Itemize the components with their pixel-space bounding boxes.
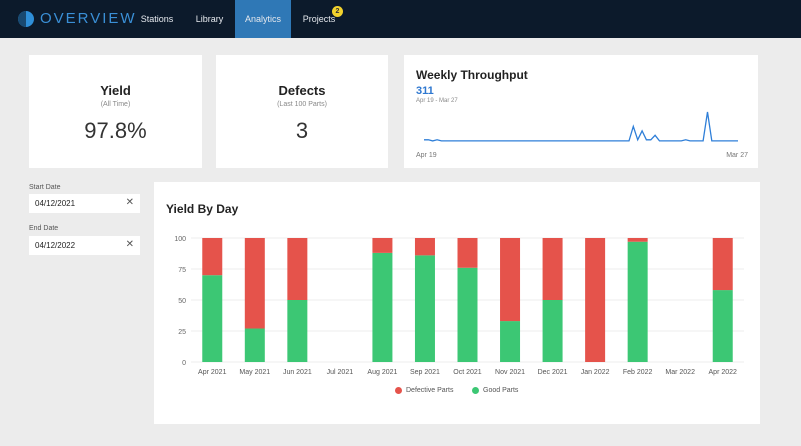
x-tick-label: Dec 2021: [538, 369, 568, 376]
app-logo[interactable]: OVERVIEW: [18, 10, 137, 27]
start-date-value[interactable]: 04/12/2021: [35, 199, 76, 208]
x-tick-label: Apr 2022: [709, 369, 738, 376]
throughput-line: [424, 111, 738, 142]
yield-by-day-card: Yield By Day 0 25 50 75 100 Apr 2021 May 2021 J…: [154, 182, 760, 424]
throughput-sparkline: [424, 111, 738, 142]
legend-good-dot: [472, 387, 479, 394]
x-tick-label: Apr 2021: [198, 369, 227, 376]
clear-start-date-icon[interactable]: ✕: [125, 197, 134, 208]
x-tick-label: Oct 2021: [453, 369, 482, 376]
nav-analytics[interactable]: Analytics: [235, 0, 291, 38]
bar-defective-parts: [457, 238, 478, 268]
defects-card: Defects (Last 100 Parts) 3: [216, 55, 388, 168]
end-date-label: End Date: [29, 225, 59, 232]
legend-good-label: Good Parts: [483, 387, 519, 394]
yield-bar-chart: 0 25 50 75 100 Apr 2021 May 2021 Jun 2021 Jul 20…: [174, 236, 744, 376]
legend-good[interactable]: Good Parts: [472, 387, 518, 394]
top-navigation-bar: OVERVIEW Stations Library Analytics Proj…: [0, 0, 801, 38]
bar-good-parts: [414, 255, 435, 362]
yield-title: Yield: [100, 83, 131, 98]
start-date-field[interactable]: 04/12/2021 ✕: [29, 194, 140, 213]
throughput-title: Weekly Throughput: [416, 68, 528, 82]
yield-card: Yield (All Time) 97.8%: [29, 55, 202, 168]
x-tick-label: Feb 2022: [623, 369, 653, 376]
bar-defective-parts: [627, 238, 648, 242]
throughput-total: 311: [416, 85, 434, 97]
bar-good-parts: [372, 252, 393, 362]
x-tick-label: Aug 2021: [367, 369, 397, 376]
x-tick-label: Jan 2022: [581, 369, 610, 376]
defects-value: 3: [295, 118, 309, 143]
bar-defective-parts: [712, 238, 733, 291]
legend-defective-label: Defective Parts: [406, 387, 454, 394]
y-tick-label: 75: [178, 267, 186, 274]
clear-end-date-icon[interactable]: ✕: [125, 239, 134, 250]
defects-subtitle: (Last 100 Parts): [277, 101, 327, 108]
bar-good-parts: [202, 275, 223, 362]
weekly-throughput-card: Weekly Throughput 311 Apr 19 - Mar 27 Ap…: [404, 55, 758, 168]
x-tick-label: Jun 2021: [283, 369, 312, 376]
bar-defective-parts: [500, 238, 521, 322]
bar-defective-parts: [542, 238, 563, 300]
throughput-x-start: Apr 19: [416, 152, 437, 159]
legend-defective-dot: [395, 387, 402, 394]
bar-good-parts: [627, 241, 648, 362]
end-date-field[interactable]: 04/12/2022 ✕: [29, 236, 140, 255]
yield-value: 97.8%: [84, 118, 147, 143]
x-tick-label: Mar 2022: [665, 369, 695, 376]
x-tick-label: May 2021: [239, 369, 270, 376]
bar-defective-parts: [202, 238, 223, 276]
y-tick-label: 25: [178, 329, 186, 336]
projects-badge: 2: [332, 6, 343, 17]
bar-good-parts: [500, 321, 521, 362]
bar-good-parts: [287, 300, 308, 362]
legend-defective[interactable]: Defective Parts: [395, 387, 453, 394]
y-tick-label: 50: [178, 298, 186, 305]
x-tick-label: Sep 2021: [410, 369, 440, 376]
bar-good-parts: [542, 300, 563, 362]
bar-defective-parts: [372, 238, 393, 253]
bar-defective-parts: [244, 238, 265, 329]
bar-good-parts: [457, 267, 478, 362]
bar-good-parts: [712, 290, 733, 362]
y-tick-label: 100: [174, 236, 186, 243]
x-tick-label: Nov 2021: [495, 369, 525, 376]
nav-stations[interactable]: Stations: [140, 14, 174, 24]
end-date-value[interactable]: 04/12/2022: [35, 241, 76, 250]
nav-projects[interactable]: Projects: [302, 14, 336, 24]
nav-library[interactable]: Library: [195, 14, 224, 24]
x-tick-label: Jul 2021: [327, 369, 354, 376]
chart-title: Yield By Day: [166, 202, 239, 216]
y-tick-label: 0: [182, 360, 186, 367]
throughput-range: Apr 19 - Mar 27: [416, 98, 458, 104]
logo-text: OVERVIEW: [40, 10, 137, 27]
bar-good-parts: [244, 328, 265, 362]
bar-defective-parts: [414, 238, 435, 256]
bar-defective-parts: [287, 238, 308, 300]
bar-defective-parts: [585, 238, 606, 362]
yield-subtitle: (All Time): [100, 101, 131, 108]
throughput-x-end: Mar 27: [726, 152, 748, 159]
defects-title: Defects: [278, 83, 326, 98]
logo-icon: [18, 10, 34, 27]
start-date-label: Start Date: [29, 184, 61, 191]
